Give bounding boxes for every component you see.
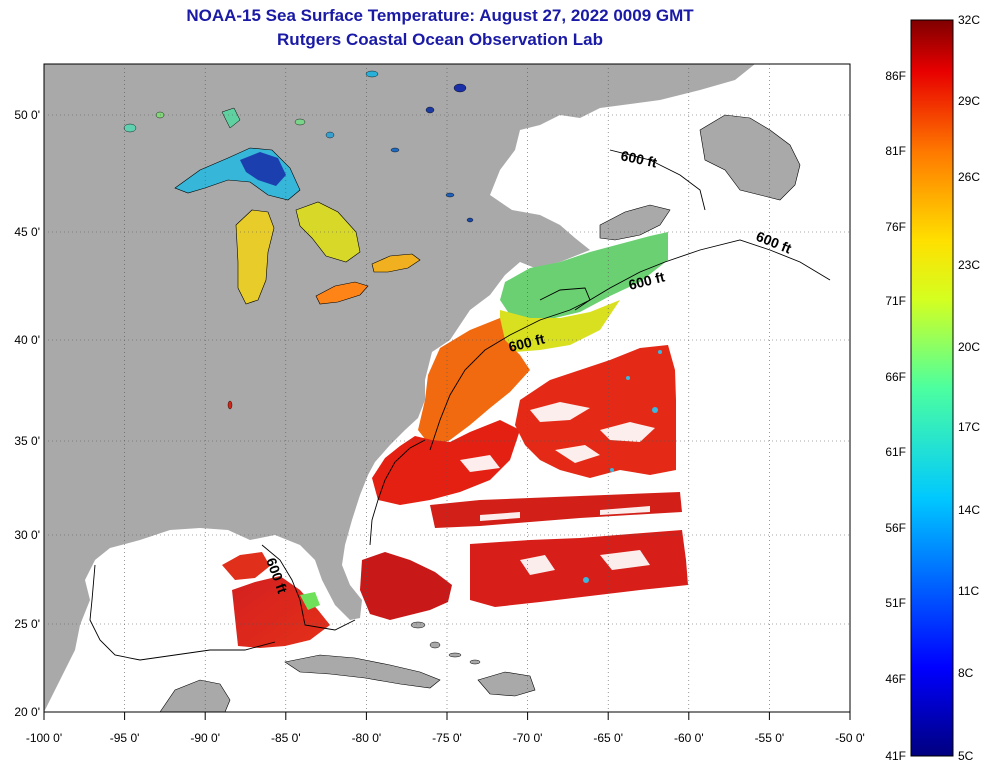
longitude-tick-label: -75 0' xyxy=(432,731,462,745)
graticule xyxy=(44,64,850,712)
latitude-tick-label: 25 0' xyxy=(14,617,40,631)
contour-600ft xyxy=(89,149,831,661)
colorbar-celsius-label: 14C xyxy=(958,503,980,517)
colorbar-celsius-label: 26C xyxy=(958,170,980,184)
longitude-tick-label: -90 0' xyxy=(190,731,220,745)
land-yucatan xyxy=(159,679,231,712)
lake-superior-cold xyxy=(240,152,286,186)
colorbar-fahrenheit-label: 41F xyxy=(885,749,906,763)
latitude-tick-label: 20 0' xyxy=(14,705,40,719)
lake-ontario xyxy=(371,253,421,273)
land-north-america xyxy=(44,64,755,712)
colorbar-fahrenheit-label: 71F xyxy=(885,294,906,308)
colorbar-celsius-label: 23C xyxy=(958,258,980,272)
longitude-tick-label: -50 0' xyxy=(835,731,865,745)
lake-nipigon-small xyxy=(221,107,241,129)
sst-gulf-patch-north xyxy=(222,552,270,580)
land-newfoundland xyxy=(699,114,801,201)
sst-mid-atlantic-warm xyxy=(418,318,530,448)
land-cuba xyxy=(284,654,441,689)
land-hispaniola xyxy=(477,671,536,697)
colorbar-celsius-label: 32C xyxy=(958,13,980,27)
latitude-tick-label: 40 0' xyxy=(14,333,40,347)
longitude-tick-label: -85 0' xyxy=(271,731,301,745)
colorbar-fahrenheit-label: 66F xyxy=(885,370,906,384)
colorbar-celsius-label: 5C xyxy=(958,749,974,763)
land-nova-scotia xyxy=(599,204,671,241)
longitude-tick-label: -100 0' xyxy=(26,731,62,745)
sst-gulf-of-mexico xyxy=(232,576,330,648)
colorbar-celsius-label: 29C xyxy=(958,94,980,108)
lake-erie xyxy=(315,281,369,305)
colorbar-fahrenheit-label: 51F xyxy=(885,596,906,610)
sst-florida-strait xyxy=(360,552,452,620)
colorbar-celsius-label: 20C xyxy=(958,340,980,354)
cloud-streaks xyxy=(460,402,655,575)
latitude-tick-label: 50 0' xyxy=(14,108,40,122)
colorbar-fahrenheit-label: 76F xyxy=(885,220,906,234)
map-title: NOAA-15 Sea Surface Temperature: August … xyxy=(186,6,694,25)
colorbar-fahrenheit-label: 86F xyxy=(885,69,906,83)
colorbar-fahrenheit-label: 46F xyxy=(885,672,906,686)
latitude-tick-label: 45 0' xyxy=(14,225,40,239)
latitude-tick-label: 30 0' xyxy=(14,528,40,542)
colorbar: 32C 29C 26C 23C 20C 17C 14C 11C 8C 5C 86F 81F 76F 71F… xyxy=(885,13,980,763)
latitude-tick-label: 35 0' xyxy=(14,434,40,448)
sst-offshore-band-south xyxy=(470,530,688,607)
sst-gulf-patch-cool xyxy=(300,592,320,610)
colorbar-celsius-label: 8C xyxy=(958,666,974,680)
small-lakes xyxy=(123,70,474,410)
longitude-tick-label: -60 0' xyxy=(674,731,704,745)
longitude-tick-label: -65 0' xyxy=(593,731,623,745)
map-subtitle: Rutgers Coastal Ocean Observation Lab xyxy=(277,30,603,49)
colorbar-celsius-label: 11C xyxy=(958,584,979,598)
longitude-labels: -100 0' -95 0' -90 0' -85 0' -80 0' -75 0' -70… xyxy=(26,712,865,745)
lake-michigan xyxy=(235,209,275,305)
latitude-labels: 50 0' 45 0' 40 0' 35 0' 30 0' 25 0' 20 0' xyxy=(14,108,40,719)
sst-cool-speckles xyxy=(583,350,662,583)
longitude-tick-label: -70 0' xyxy=(513,731,543,745)
longitude-tick-label: -95 0' xyxy=(110,731,140,745)
contour-label-newfoundland: 600 ft xyxy=(619,147,658,170)
longitude-tick-label: -80 0' xyxy=(352,731,382,745)
longitude-tick-label: -55 0' xyxy=(755,731,785,745)
colorbar-fahrenheit-label: 61F xyxy=(885,445,906,459)
sst-offshore-patch-north xyxy=(515,345,676,478)
colorbar-gradient xyxy=(910,19,954,757)
sst-mid-shelf xyxy=(500,300,620,352)
colorbar-fahrenheit-label: 81F xyxy=(885,144,906,158)
colorbar-fahrenheit-label: 56F xyxy=(885,521,906,535)
colorbar-celsius-label: 17C xyxy=(958,420,980,434)
